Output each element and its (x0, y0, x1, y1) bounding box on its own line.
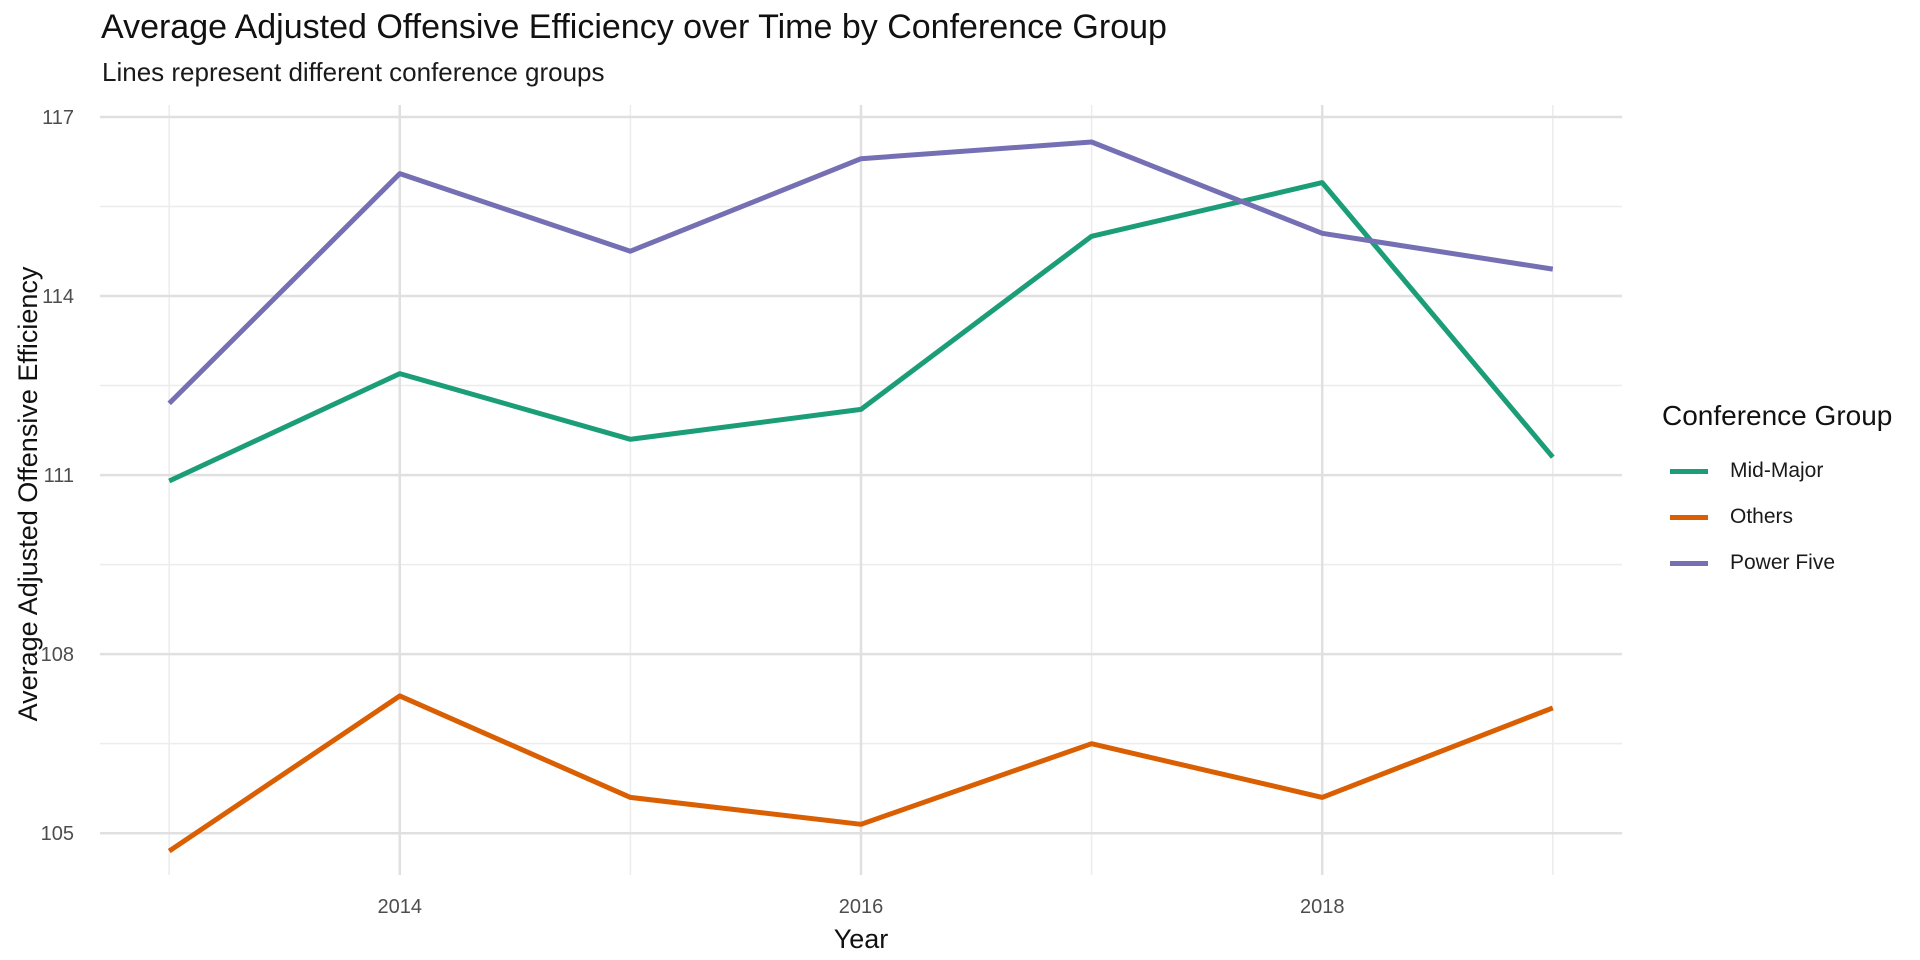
series-line-mid-major (168, 180, 1555, 484)
x-tick-label: 2014 (378, 896, 423, 918)
y-tick-label: 117 (42, 107, 74, 129)
legend-title: Conference Group (1662, 400, 1893, 431)
legend-item-power-five: Power Five (1662, 540, 1892, 586)
legend-label-power-five: Power Five (1730, 551, 1836, 574)
y-tick-label: 108 (41, 644, 74, 666)
legend-label-mid-major: Mid-Major (1730, 459, 1824, 482)
chart-subtitle: Lines represent different conference gro… (102, 57, 605, 87)
legend-item-mid-major: Mid-Major (1662, 448, 1892, 494)
x-tick-label: 2018 (1300, 896, 1345, 918)
legend: Conference Group Mid-Major Others Power … (1662, 400, 1892, 586)
data-series (167, 139, 1555, 854)
legend-key-power-five (1670, 560, 1708, 566)
y-axis-label: Average Adjusted Offensive Efficiency (13, 266, 43, 721)
chart-title: Average Adjusted Offensive Efficiency ov… (101, 8, 1167, 46)
legend-key-others (1670, 514, 1708, 520)
series-line-others (167, 693, 1554, 854)
axis-tick-labels: 105 108 111 114 117 2014 2016 2018 (41, 107, 1345, 918)
legend-key-mid-major (1670, 468, 1708, 474)
grid-lines (100, 105, 1622, 875)
x-tick-label: 2016 (839, 896, 884, 918)
series-line-power-five (167, 139, 1554, 406)
y-tick-label: 114 (42, 286, 74, 308)
legend-label-others: Others (1730, 505, 1794, 528)
legend-item-others: Others (1662, 494, 1892, 540)
y-tick-label: 111 (44, 465, 74, 487)
x-axis-label: Year (834, 924, 889, 954)
y-tick-label: 105 (41, 823, 74, 845)
